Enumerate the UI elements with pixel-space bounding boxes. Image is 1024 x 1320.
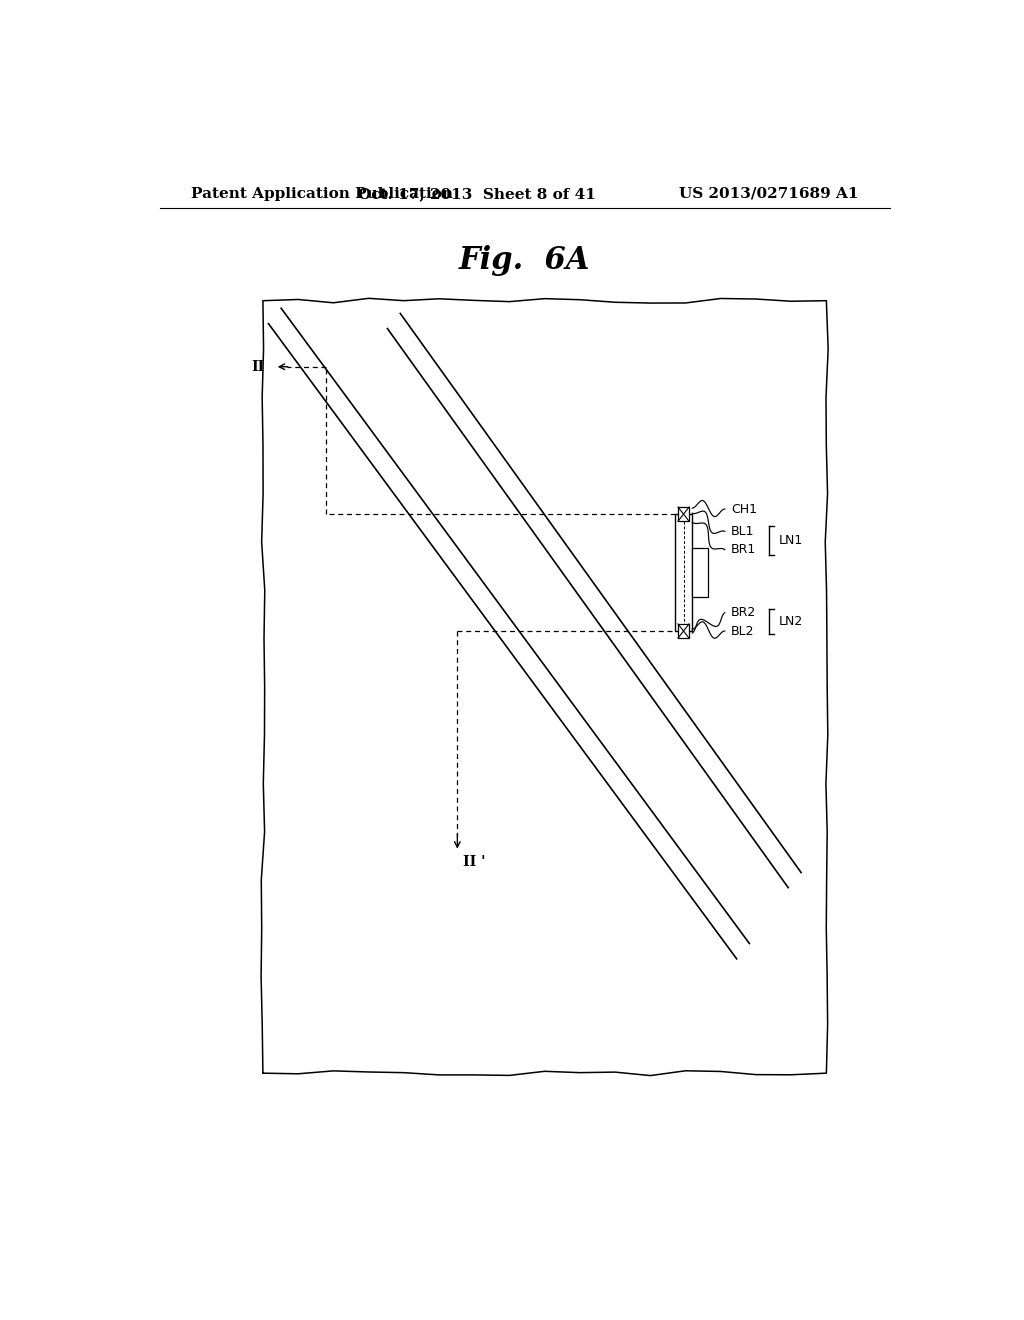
Text: LN1: LN1	[778, 535, 803, 546]
Text: BL1: BL1	[731, 525, 755, 539]
Bar	[678, 624, 689, 638]
Bar	[678, 507, 689, 521]
Text: US 2013/0271689 A1: US 2013/0271689 A1	[679, 187, 858, 201]
Text: II: II	[251, 360, 264, 374]
Text: Patent Application Publication: Patent Application Publication	[191, 187, 454, 201]
Text: Fig.  6A: Fig. 6A	[459, 244, 591, 276]
Text: BL2: BL2	[731, 624, 755, 638]
Text: II ': II '	[463, 855, 485, 869]
Bar	[692, 548, 709, 597]
Text: BR2: BR2	[731, 606, 757, 619]
Text: LN2: LN2	[778, 615, 803, 628]
Bar	[675, 515, 692, 631]
Text: BR1: BR1	[731, 544, 757, 556]
Text: CH1: CH1	[731, 503, 757, 516]
Text: Oct. 17, 2013  Sheet 8 of 41: Oct. 17, 2013 Sheet 8 of 41	[358, 187, 596, 201]
